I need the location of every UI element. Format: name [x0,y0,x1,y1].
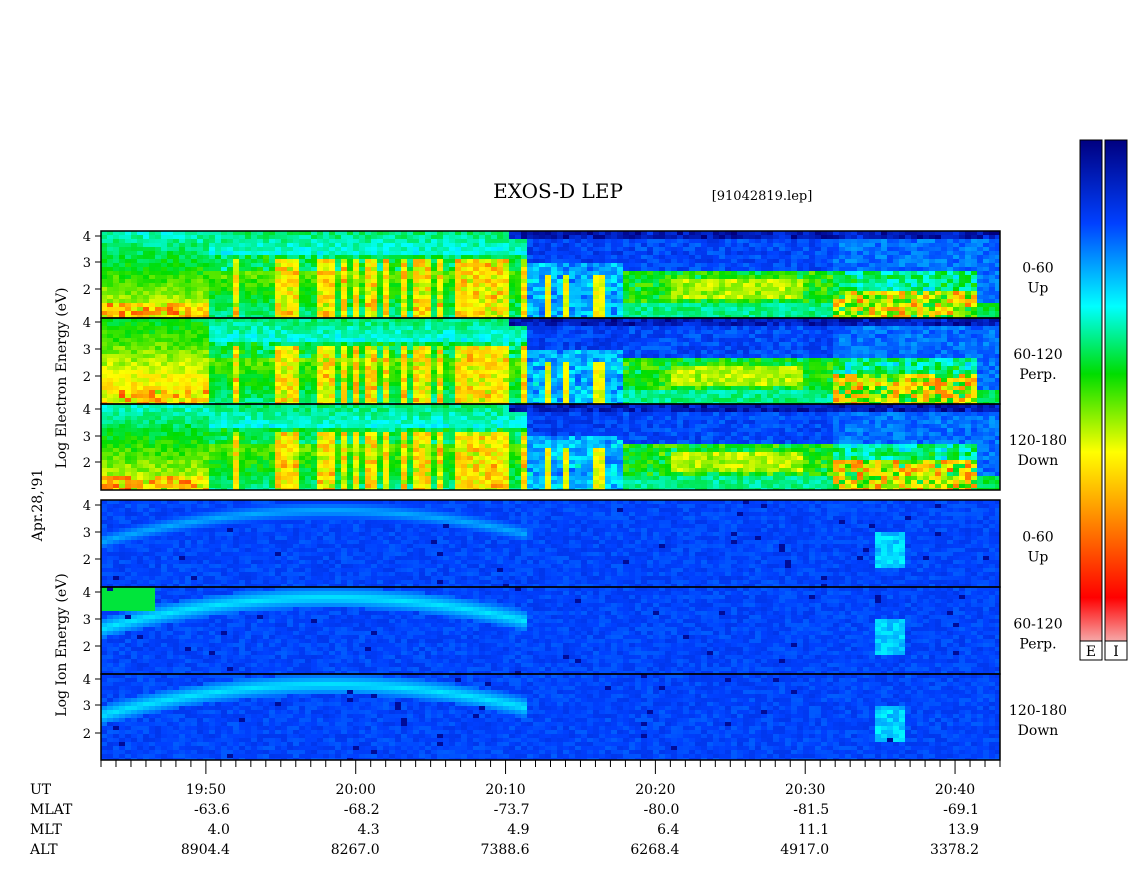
y-tick-label: 3 [83,256,91,271]
y-tick-label: 4 [83,230,91,245]
date-label: Apr.28,'91 [30,469,46,543]
ephemeris-value: 6268.4 [630,842,679,858]
spectrogram-panels [101,231,1000,760]
pitch-angle-labels: 0-60 Up 60-120 Perp. 120-180 Down 0-60 Up 60-120… [1009,261,1067,740]
colorbar-ion: I [1104,139,1128,661]
y-tick-label: 2 [83,553,91,568]
ephemeris-value: 11.1 [798,822,829,838]
ephemeris-row-label: UT [30,782,52,798]
ephemeris-row-label: MLAT [30,802,73,818]
pitch-direction-label: Up [1028,550,1049,566]
colorbar-electron-label: E [1086,644,1096,660]
x-tick-label: 20:40 [935,782,975,798]
x-tick-label: 20:30 [785,782,825,798]
pitch-direction-label: Down [1018,723,1059,739]
ephemeris-value: 8904.4 [181,842,230,858]
ephemeris-value: -73.7 [494,802,530,818]
ephemeris-value: 7388.6 [481,842,530,858]
y-tick-label: 2 [83,370,91,385]
ephemeris-value: -81.5 [793,802,829,818]
spectrogram-panel-electron-2 [101,404,1000,490]
ephemeris-value: 6.4 [657,822,679,838]
ephemeris-value: 4.0 [208,822,230,838]
x-tick-label: 20:10 [485,782,525,798]
ephemeris-value: 4917.0 [780,842,829,858]
pitch-direction-label: Down [1018,453,1059,469]
file-label: [91042819.lep] [712,189,813,204]
colorbar-electron: E [1079,139,1103,661]
ephemeris-table: UT MLAT MLT ALT 19:50 -63.6 4.0 8904.4 20:00 -68.… [29,760,1001,858]
pitch-range-label: 0-60 [1022,530,1053,546]
y-tick-label: 3 [83,430,91,445]
colorbar-electron-label-box [1079,640,1103,661]
ephemeris-value: -69.1 [943,802,979,818]
colorbar-ion-label-box [1104,640,1128,661]
ephemeris-value: 3378.2 [930,842,979,858]
y-tick-label: 4 [83,586,91,601]
pitch-range-label: 60-120 [1013,347,1062,363]
pitch-range-label: 120-180 [1009,703,1067,719]
y-tick-label: 3 [83,613,91,628]
ephemeris-value: -80.0 [643,802,679,818]
y-tick-label: 4 [83,499,91,514]
y-tick-label: 2 [83,727,91,742]
colorbar-ion-gradient [1104,139,1128,661]
spectrogram-panel-ion-5 [101,674,1000,760]
y-tick-label: 3 [83,343,91,358]
electron-energy-axis-label: Log Electron Energy (eV) [54,287,70,468]
spectrogram-panel-ion-4 [101,587,1000,674]
x-tick-label: 20:20 [635,782,675,798]
y-tick-label: 4 [83,673,91,688]
y-tick-label: 2 [83,456,91,471]
x-tick-label: 20:00 [336,782,376,798]
colorbar-ion-label: I [1113,644,1119,660]
ephemeris-row-label: ALT [29,842,58,858]
spectrogram-panel-electron-0 [101,231,1000,318]
chart-title: EXOS-D LEP [493,179,623,203]
y-tick-label: 4 [83,316,91,331]
pitch-range-label: 60-120 [1013,617,1062,633]
pitch-direction-label: Perp. [1019,637,1056,653]
pitch-direction-label: Up [1028,281,1049,297]
ephemeris-row-label: MLT [30,822,62,838]
y-tick-label: 2 [83,640,91,655]
ephemeris-value: 4.9 [507,822,529,838]
ephemeris-value: 13.9 [948,822,979,838]
pitch-direction-label: Perp. [1019,367,1056,383]
spectrogram-panel-ion-3 [101,500,1000,587]
pitch-range-label: 120-180 [1009,433,1067,449]
pitch-range-label: 0-60 [1022,261,1053,277]
ephemeris-value: -68.2 [344,802,380,818]
ephemeris-value: 8267.0 [331,842,380,858]
panel-frame [100,403,1001,491]
y-tick-label: 2 [83,283,91,298]
y-tick-label: 3 [83,699,91,714]
ephemeris-value: -63.6 [194,802,230,818]
y-tick-label: 4 [83,403,91,418]
colorbar-electron-gradient [1079,139,1103,661]
ephemeris-value: 4.3 [357,822,379,838]
y-tick-label: 3 [83,526,91,541]
ion-energy-axis-label: Log Ion Energy (eV) [54,573,70,716]
x-tick-label: 19:50 [186,782,226,798]
spectrogram-panel-electron-1 [101,318,1000,404]
